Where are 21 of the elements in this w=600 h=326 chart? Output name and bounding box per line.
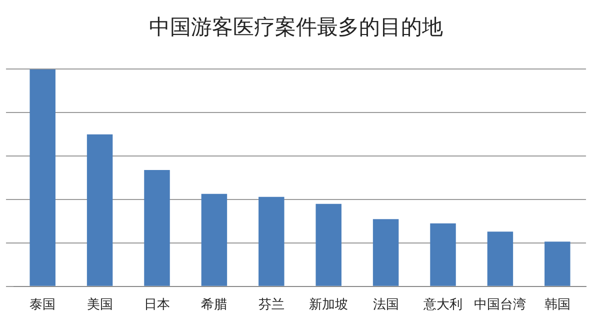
- bar: [316, 204, 342, 286]
- bar: [30, 69, 56, 286]
- bar: [201, 194, 228, 286]
- bar: [144, 170, 170, 286]
- x-tick-label: 韩国: [544, 298, 570, 313]
- bar: [487, 232, 514, 286]
- bar: [86, 134, 113, 286]
- bar: [430, 223, 456, 286]
- x-tick-label: 希腊: [201, 298, 228, 313]
- bar: [544, 242, 570, 286]
- x-tick-label: 法国: [372, 298, 399, 313]
- bar: [372, 219, 399, 286]
- x-tick-label: 泰国: [30, 298, 56, 313]
- x-tick-label: 新加坡: [309, 298, 348, 313]
- x-tick-label: 中国台湾: [474, 296, 526, 313]
- x-tick-label: 日本: [144, 298, 170, 313]
- bar: [258, 196, 284, 286]
- x-tick-label: 美国: [86, 296, 113, 313]
- chart-title: 中国游客医疗案件最多的目的地: [149, 15, 443, 40]
- x-tick-label: 意大利: [422, 298, 462, 313]
- x-tick-label: 芬兰: [258, 298, 284, 313]
